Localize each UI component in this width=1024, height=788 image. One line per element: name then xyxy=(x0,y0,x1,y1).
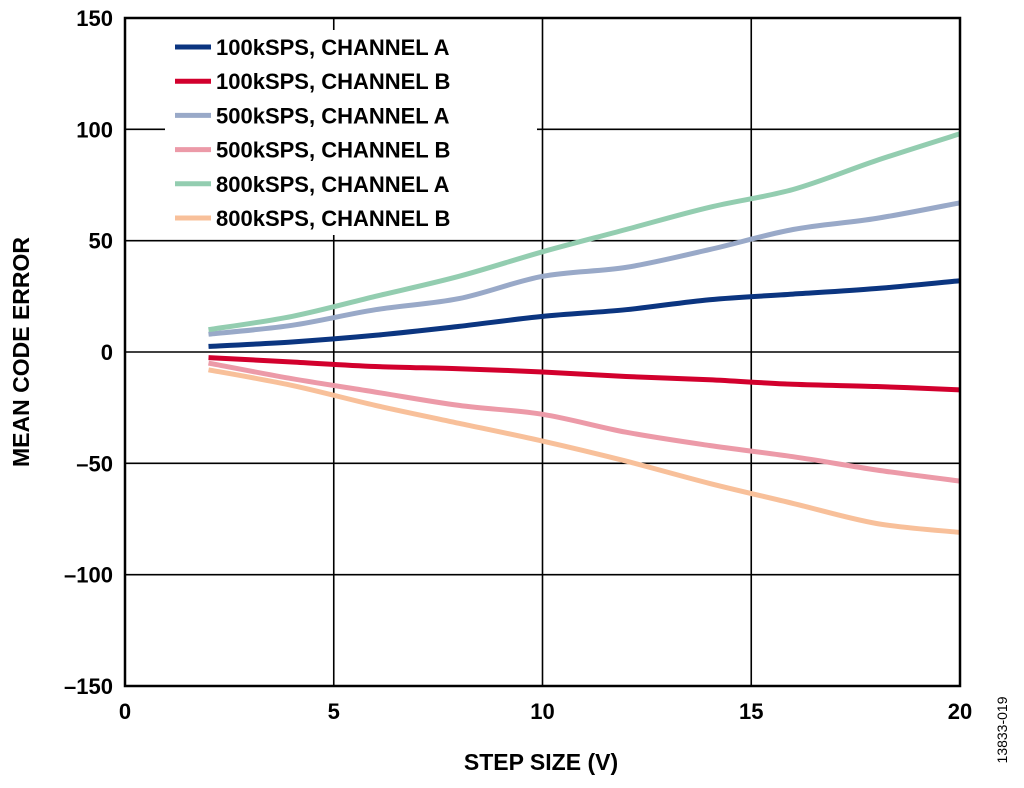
series-line-4 xyxy=(208,360,961,484)
y-tick-label: –100 xyxy=(64,563,113,588)
series-line-6 xyxy=(208,367,961,535)
x-tick-label: 15 xyxy=(739,699,763,724)
legend-entry-label: 800kSPS, CHANNEL B xyxy=(216,206,450,231)
legend-entry-label: 500kSPS, CHANNEL B xyxy=(216,138,450,163)
x-tick-label: 10 xyxy=(530,699,554,724)
y-tick-label: 100 xyxy=(76,117,113,142)
series-layer xyxy=(208,131,961,535)
legend-entry-label: 500kSPS, CHANNEL A xyxy=(216,103,450,128)
x-tick-label: 0 xyxy=(119,699,131,724)
tick-labels: 0 5 10 15 20 150 100 50 0 –50 –100 –150 xyxy=(64,6,972,724)
x-tick-label: 20 xyxy=(948,699,972,724)
legend-entry-label: 100kSPS, CHANNEL A xyxy=(216,35,450,60)
plot-frame xyxy=(123,16,962,688)
y-axis-label: MEAN CODE ERROR xyxy=(8,237,34,467)
series-line-1 xyxy=(208,278,961,349)
y-tick-label: –50 xyxy=(76,451,113,476)
series-line-3 xyxy=(208,200,961,337)
legend-background xyxy=(165,30,537,235)
figure-id: 13833-019 xyxy=(994,696,1010,763)
x-tick-label: 5 xyxy=(328,699,340,724)
y-tick-label: 50 xyxy=(89,229,113,254)
series-line-2 xyxy=(208,355,961,393)
y-tick-label: 150 xyxy=(76,6,113,31)
legend: 100kSPS, CHANNEL A 100kSPS, CHANNEL B 500k… xyxy=(165,30,537,235)
y-tick-label: 0 xyxy=(101,340,113,365)
legend-entry-label: 100kSPS, CHANNEL B xyxy=(216,69,450,94)
x-axis-label: STEP SIZE (V) xyxy=(464,749,618,775)
series-line-5 xyxy=(208,131,961,333)
legend-entry-label: 800kSPS, CHANNEL A xyxy=(216,172,450,197)
y-tick-label: –150 xyxy=(64,674,113,699)
